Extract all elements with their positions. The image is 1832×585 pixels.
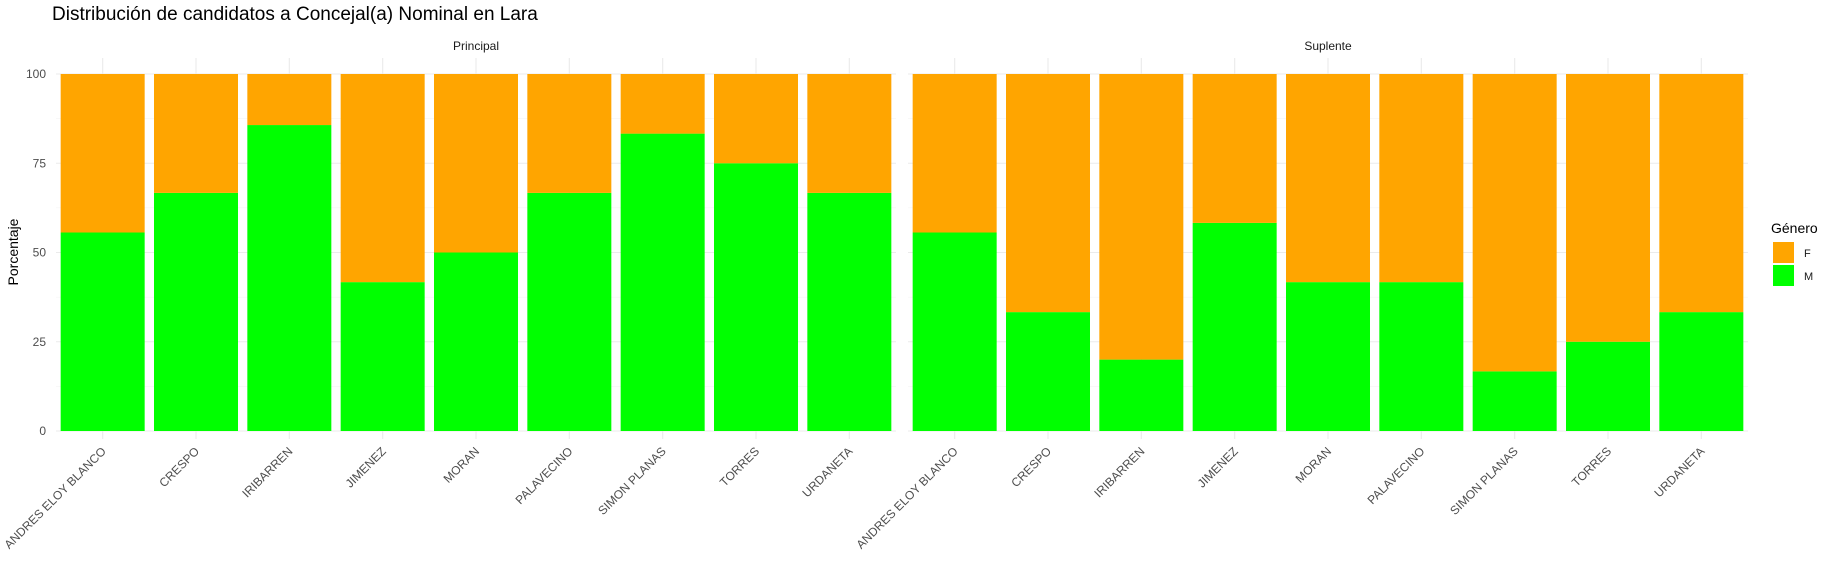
x-tick-label: IRIBARREN — [239, 444, 295, 500]
bar-segment — [1659, 312, 1744, 431]
x-tick-label: JIMENEZ — [1195, 444, 1241, 490]
bar-segment — [912, 232, 997, 431]
bar-segment — [247, 74, 332, 126]
x-tick-label: SIMON PLANAS — [1447, 444, 1521, 518]
bar-segment — [620, 74, 705, 134]
x-tick-label: JIMENEZ — [343, 444, 389, 490]
legend-title: Género — [1771, 220, 1818, 236]
legend-label: F — [1804, 248, 1811, 260]
bar-segment — [1379, 74, 1464, 283]
x-tick-label: CRESPO — [156, 444, 202, 490]
bar-segment — [60, 232, 145, 431]
y-tick-label: 25 — [33, 335, 47, 349]
bar-segment — [1192, 74, 1277, 223]
bar-segment — [714, 163, 798, 431]
y-tick-label: 0 — [39, 424, 46, 438]
x-tick-label: PALAVECINO — [513, 444, 576, 507]
y-axis-label: Porcentaje — [5, 218, 21, 285]
bar-segment — [1566, 74, 1650, 342]
bar-segment — [1472, 74, 1557, 372]
bar-segment — [1099, 359, 1184, 431]
facet-label: Suplente — [1304, 39, 1352, 53]
x-tick-label: ANDRES ELOY BLANCO — [1, 444, 108, 551]
bar-segment — [1006, 74, 1090, 313]
x-tick-label: URDANETA — [800, 444, 856, 500]
x-tick-label: CRESPO — [1008, 444, 1054, 490]
bar-segment — [154, 74, 238, 193]
bar-segment — [807, 74, 892, 193]
bar-segment — [1659, 74, 1744, 313]
bar-segment — [1099, 74, 1184, 360]
y-tick-label: 100 — [26, 67, 46, 81]
bar-segment — [1566, 341, 1650, 431]
x-tick-label: TORRES — [717, 444, 762, 489]
x-tick-label: MORAN — [1293, 444, 1334, 485]
bar-segment — [60, 74, 145, 233]
bar-segment — [807, 192, 892, 431]
bar-segment — [247, 125, 332, 432]
legend-swatch — [1773, 242, 1794, 263]
bar-segment — [527, 74, 612, 193]
bar-segment — [912, 74, 997, 233]
bar-segment — [1286, 74, 1370, 283]
bar-segment — [1472, 371, 1557, 431]
bar-segment — [1192, 222, 1277, 431]
bar-segment — [1286, 282, 1370, 431]
x-tick-label: IRIBARREN — [1091, 444, 1147, 500]
x-tick-label: ANDRES ELOY BLANCO — [853, 444, 960, 551]
bar-segment — [527, 192, 612, 431]
bar-segment — [620, 133, 705, 431]
bar-segment — [434, 74, 518, 253]
x-tick-label: PALAVECINO — [1365, 444, 1428, 507]
y-tick-label: 75 — [33, 156, 47, 170]
x-tick-label: MORAN — [441, 444, 482, 485]
bar-segment — [340, 282, 425, 431]
bar-segment — [154, 192, 238, 431]
bar-segment — [1006, 312, 1090, 431]
legend-label: M — [1804, 271, 1813, 283]
bar-segment — [714, 74, 798, 164]
bar-segment — [340, 74, 425, 283]
x-tick-label: URDANETA — [1652, 444, 1708, 500]
bar-segment — [434, 252, 518, 431]
y-tick-label: 50 — [33, 246, 47, 260]
chart-title: Distribución de candidatos a Concejal(a)… — [52, 4, 538, 25]
facet-label: Principal — [453, 39, 499, 53]
x-tick-label: TORRES — [1569, 444, 1614, 489]
x-tick-label: SIMON PLANAS — [595, 444, 669, 518]
bar-segment — [1379, 282, 1464, 431]
legend-swatch — [1773, 265, 1794, 286]
